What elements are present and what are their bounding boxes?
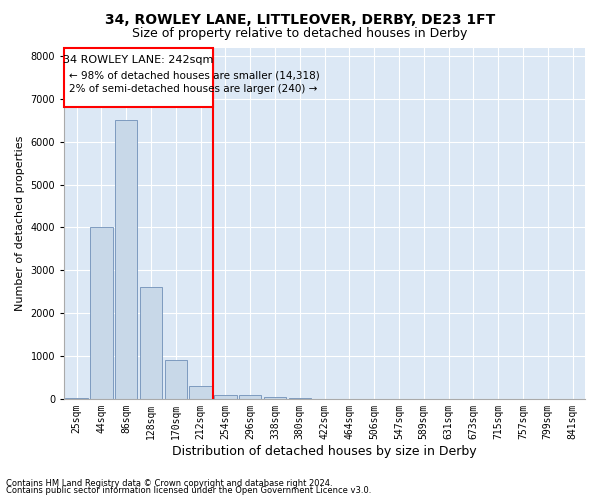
Bar [64,48,213,108]
Text: 2% of semi-detached houses are larger (240) →: 2% of semi-detached houses are larger (2… [70,84,318,94]
Bar [164,360,187,399]
Text: ← 98% of detached houses are smaller (14,318): ← 98% of detached houses are smaller (14… [70,70,320,81]
Bar [214,394,236,399]
Bar [140,288,162,399]
X-axis label: Distribution of detached houses by size in Derby: Distribution of detached houses by size … [172,444,477,458]
Bar [190,386,212,399]
Text: Contains HM Land Registry data © Crown copyright and database right 2024.: Contains HM Land Registry data © Crown c… [6,478,332,488]
Bar [264,396,286,399]
Text: 34, ROWLEY LANE, LITTLEOVER, DERBY, DE23 1FT: 34, ROWLEY LANE, LITTLEOVER, DERBY, DE23… [105,12,495,26]
Bar [90,228,113,399]
Y-axis label: Number of detached properties: Number of detached properties [15,136,25,311]
Bar [115,120,137,399]
Bar [239,394,262,399]
Text: Contains public sector information licensed under the Open Government Licence v3: Contains public sector information licen… [6,486,371,495]
Text: 34 ROWLEY LANE: 242sqm: 34 ROWLEY LANE: 242sqm [64,54,214,64]
Bar [65,398,88,399]
Text: Size of property relative to detached houses in Derby: Size of property relative to detached ho… [133,28,467,40]
